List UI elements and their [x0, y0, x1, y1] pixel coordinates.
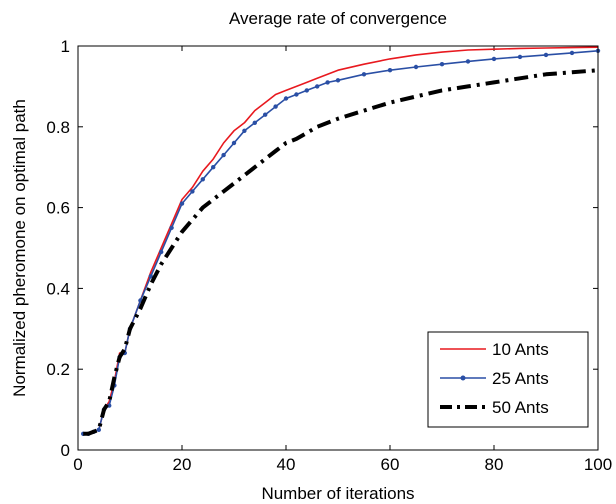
y-tick-label: 0.4 [46, 279, 70, 298]
data-point [190, 189, 195, 194]
data-point [242, 128, 247, 133]
data-point [439, 61, 445, 67]
y-tick-label: 0 [61, 441, 70, 460]
data-point [283, 96, 289, 101]
data-point [304, 88, 309, 93]
legend: 10 Ants 25 Ants 50 Ants [427, 331, 589, 428]
data-point [231, 140, 237, 146]
data-point [335, 78, 341, 83]
x-tick-label: 80 [485, 455, 504, 474]
legend-item: 10 Ants [440, 340, 549, 359]
data-point [413, 64, 419, 70]
data-point [200, 177, 205, 182]
data-point [543, 52, 549, 58]
data-point [179, 201, 185, 206]
data-point [211, 165, 216, 170]
data-point [252, 120, 257, 126]
data-point [159, 249, 164, 255]
y-tick-label: 0.6 [46, 199, 70, 218]
data-point [361, 72, 367, 77]
y-axis-label: Normalized pheromone on optimal path [10, 99, 29, 397]
y-tick-label: 0.2 [46, 360, 70, 379]
plot-frame [77, 45, 599, 451]
legend-box [427, 331, 589, 428]
x-tick-label: 100 [584, 455, 612, 474]
legend-label: 25 Ants [492, 369, 549, 388]
series-line [83, 68, 599, 436]
x-tick-label: 60 [381, 455, 400, 474]
data-point [148, 274, 153, 279]
data-point [263, 112, 268, 117]
legend-label: 50 Ants [492, 398, 549, 417]
data-point [325, 80, 330, 85]
legend-item: 25 Ants [440, 369, 549, 388]
data-point [169, 225, 174, 230]
data-point [221, 152, 226, 158]
x-tick-label: 20 [173, 455, 192, 474]
series-layer [81, 46, 601, 436]
legend-marker [460, 375, 466, 381]
x-tick-label: 0 [73, 455, 82, 474]
series-3 [83, 68, 599, 436]
data-point [569, 50, 575, 56]
data-point [294, 92, 299, 97]
ticks-layer: 0 20 40 60 80 100 0 0.2 0.4 0.6 0.8 1 [46, 37, 612, 474]
y-tick-label: 0.8 [46, 118, 70, 137]
data-point [517, 54, 523, 60]
chart-title: Average rate of convergence [229, 9, 447, 28]
data-point [315, 84, 320, 89]
data-point [273, 104, 278, 109]
data-point [387, 68, 393, 73]
data-point [465, 59, 471, 64]
data-point [96, 427, 102, 432]
x-axis-label: Number of iterations [261, 484, 414, 503]
x-tick-label: 40 [277, 455, 296, 474]
legend-item: 50 Ants [440, 398, 549, 417]
y-tick-label: 1 [61, 37, 70, 56]
legend-label: 10 Ants [492, 340, 549, 359]
data-point [491, 56, 497, 62]
